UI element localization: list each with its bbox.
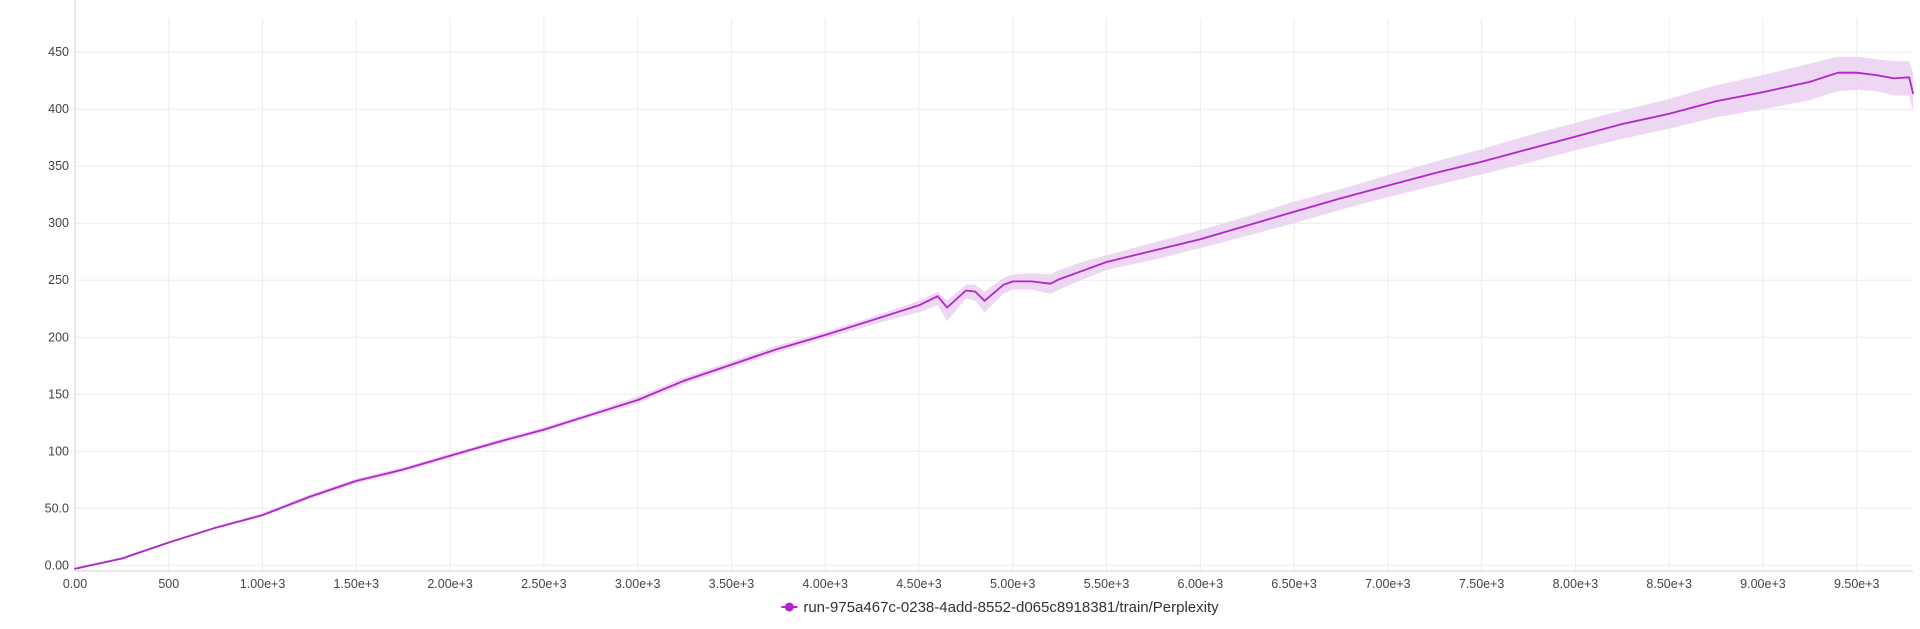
axes xyxy=(74,0,1913,572)
x-tick-label: 9.00e+3 xyxy=(1740,577,1786,591)
x-gridlines xyxy=(168,18,1858,571)
x-tick-label: 5.00e+3 xyxy=(990,577,1036,591)
x-tick-label: 3.50e+3 xyxy=(709,577,755,591)
series-band xyxy=(75,56,1913,570)
series-bands xyxy=(75,56,1913,570)
y-tick-label: 350 xyxy=(48,159,69,173)
y-tick-label: 250 xyxy=(48,273,69,287)
x-tick-label: 4.00e+3 xyxy=(802,577,848,591)
x-tick-label: 8.50e+3 xyxy=(1646,577,1692,591)
legend-swatch-marker xyxy=(784,602,794,612)
y-tick-label: 50.0 xyxy=(45,501,69,515)
series-line[interactable] xyxy=(74,71,1914,570)
legend-label: run-975a467c-0238-4add-8552-d065c8918381… xyxy=(803,599,1219,616)
y-tick-label: 0.00 xyxy=(45,558,69,572)
y-tick-label: 150 xyxy=(48,387,69,401)
x-tick-label: 2.50e+3 xyxy=(521,577,567,591)
x-tick-label: 7.50e+3 xyxy=(1459,577,1505,591)
y-tick-label: 100 xyxy=(48,444,69,458)
x-tick-label: 0.00 xyxy=(63,577,87,591)
y-tick-label: 200 xyxy=(48,330,69,344)
y-tick-label: 400 xyxy=(48,102,69,116)
x-tick-label: 5.50e+3 xyxy=(1084,577,1130,591)
y-tick-label: 450 xyxy=(48,45,69,59)
y-tick-labels: 0.00 50.0 100 150 200 250 300 350 400 450 xyxy=(45,45,69,572)
x-tick-label: 500 xyxy=(158,577,179,591)
x-tick-label: 8.00e+3 xyxy=(1553,577,1599,591)
x-tick-label: 7.00e+3 xyxy=(1365,577,1411,591)
x-tick-label: 3.00e+3 xyxy=(615,577,661,591)
y-tick-label: 300 xyxy=(48,216,69,230)
x-tick-label: 2.00e+3 xyxy=(427,577,473,591)
y-gridlines xyxy=(75,51,1913,566)
x-tick-label: 9.50e+3 xyxy=(1834,577,1880,591)
x-tick-label: 6.50e+3 xyxy=(1271,577,1317,591)
x-tick-label: 1.50e+3 xyxy=(334,577,380,591)
series-lines xyxy=(74,71,1914,570)
x-tick-label: 4.50e+3 xyxy=(896,577,942,591)
legend: run-975a467c-0238-4add-8552-d065c8918381… xyxy=(781,599,1219,616)
x-tick-labels: 0.00 500 1.00e+3 1.50e+3 2.00e+3 2.50e+3 3.00e… xyxy=(63,577,1880,591)
x-tick-label: 6.00e+3 xyxy=(1178,577,1224,591)
x-tick-label: 1.00e+3 xyxy=(240,577,286,591)
